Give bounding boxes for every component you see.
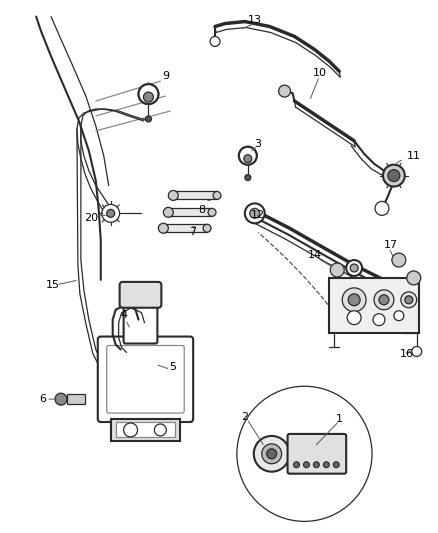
FancyBboxPatch shape (107, 345, 184, 413)
Circle shape (333, 462, 339, 468)
Circle shape (407, 271, 421, 285)
Circle shape (346, 260, 362, 276)
Circle shape (267, 449, 277, 459)
Circle shape (262, 444, 282, 464)
Circle shape (279, 85, 290, 97)
Circle shape (348, 294, 360, 306)
Circle shape (347, 311, 361, 325)
Circle shape (314, 462, 319, 468)
Bar (173, 191, 217, 199)
Bar (111, 419, 180, 441)
Circle shape (342, 288, 366, 312)
Text: 6: 6 (39, 394, 46, 404)
Bar (67, 394, 85, 404)
Circle shape (163, 207, 173, 217)
Text: 1: 1 (336, 414, 343, 424)
Text: 5: 5 (169, 362, 176, 373)
Text: 15: 15 (46, 280, 60, 290)
Bar (329, 278, 419, 333)
Bar (168, 208, 212, 216)
Circle shape (323, 462, 329, 468)
Circle shape (239, 147, 257, 165)
Text: 16: 16 (400, 350, 414, 359)
Circle shape (210, 36, 220, 46)
Circle shape (244, 155, 252, 163)
Circle shape (213, 191, 221, 199)
Text: 20: 20 (84, 213, 98, 223)
Text: 14: 14 (307, 250, 321, 260)
Circle shape (293, 462, 300, 468)
Text: 10: 10 (312, 68, 326, 78)
FancyBboxPatch shape (124, 300, 157, 343)
Circle shape (304, 462, 309, 468)
Circle shape (245, 204, 265, 223)
Text: 11: 11 (407, 151, 421, 161)
Text: 2: 2 (241, 412, 248, 422)
Circle shape (245, 175, 251, 181)
Circle shape (330, 263, 344, 277)
FancyBboxPatch shape (120, 282, 161, 308)
Circle shape (124, 423, 138, 437)
Circle shape (394, 311, 404, 321)
Circle shape (144, 92, 153, 102)
Circle shape (412, 346, 422, 357)
Text: 7: 7 (189, 227, 196, 237)
Text: 8: 8 (198, 205, 206, 215)
Circle shape (350, 264, 358, 272)
Text: 3: 3 (254, 139, 261, 149)
Circle shape (159, 223, 168, 233)
Circle shape (392, 253, 406, 267)
Text: 4: 4 (120, 310, 127, 320)
Circle shape (401, 292, 417, 308)
Circle shape (405, 296, 413, 304)
Circle shape (203, 224, 211, 232)
Circle shape (254, 436, 290, 472)
FancyBboxPatch shape (98, 336, 193, 422)
Circle shape (155, 424, 166, 436)
Text: 13: 13 (248, 14, 262, 25)
FancyBboxPatch shape (288, 434, 346, 474)
Circle shape (55, 393, 67, 405)
Bar (116, 422, 175, 437)
Circle shape (138, 84, 159, 104)
Circle shape (388, 169, 400, 182)
Text: 9: 9 (162, 71, 169, 81)
Circle shape (145, 116, 152, 122)
Circle shape (374, 290, 394, 310)
Circle shape (138, 84, 159, 104)
Text: 12: 12 (251, 211, 265, 220)
Circle shape (168, 190, 178, 200)
Circle shape (383, 165, 405, 187)
Circle shape (375, 201, 389, 215)
Bar (163, 224, 207, 232)
Circle shape (107, 209, 115, 217)
Circle shape (373, 314, 385, 326)
Text: 17: 17 (384, 240, 398, 250)
Circle shape (239, 147, 257, 165)
Circle shape (250, 208, 260, 219)
Circle shape (379, 295, 389, 305)
Circle shape (102, 204, 120, 222)
Circle shape (208, 208, 216, 216)
